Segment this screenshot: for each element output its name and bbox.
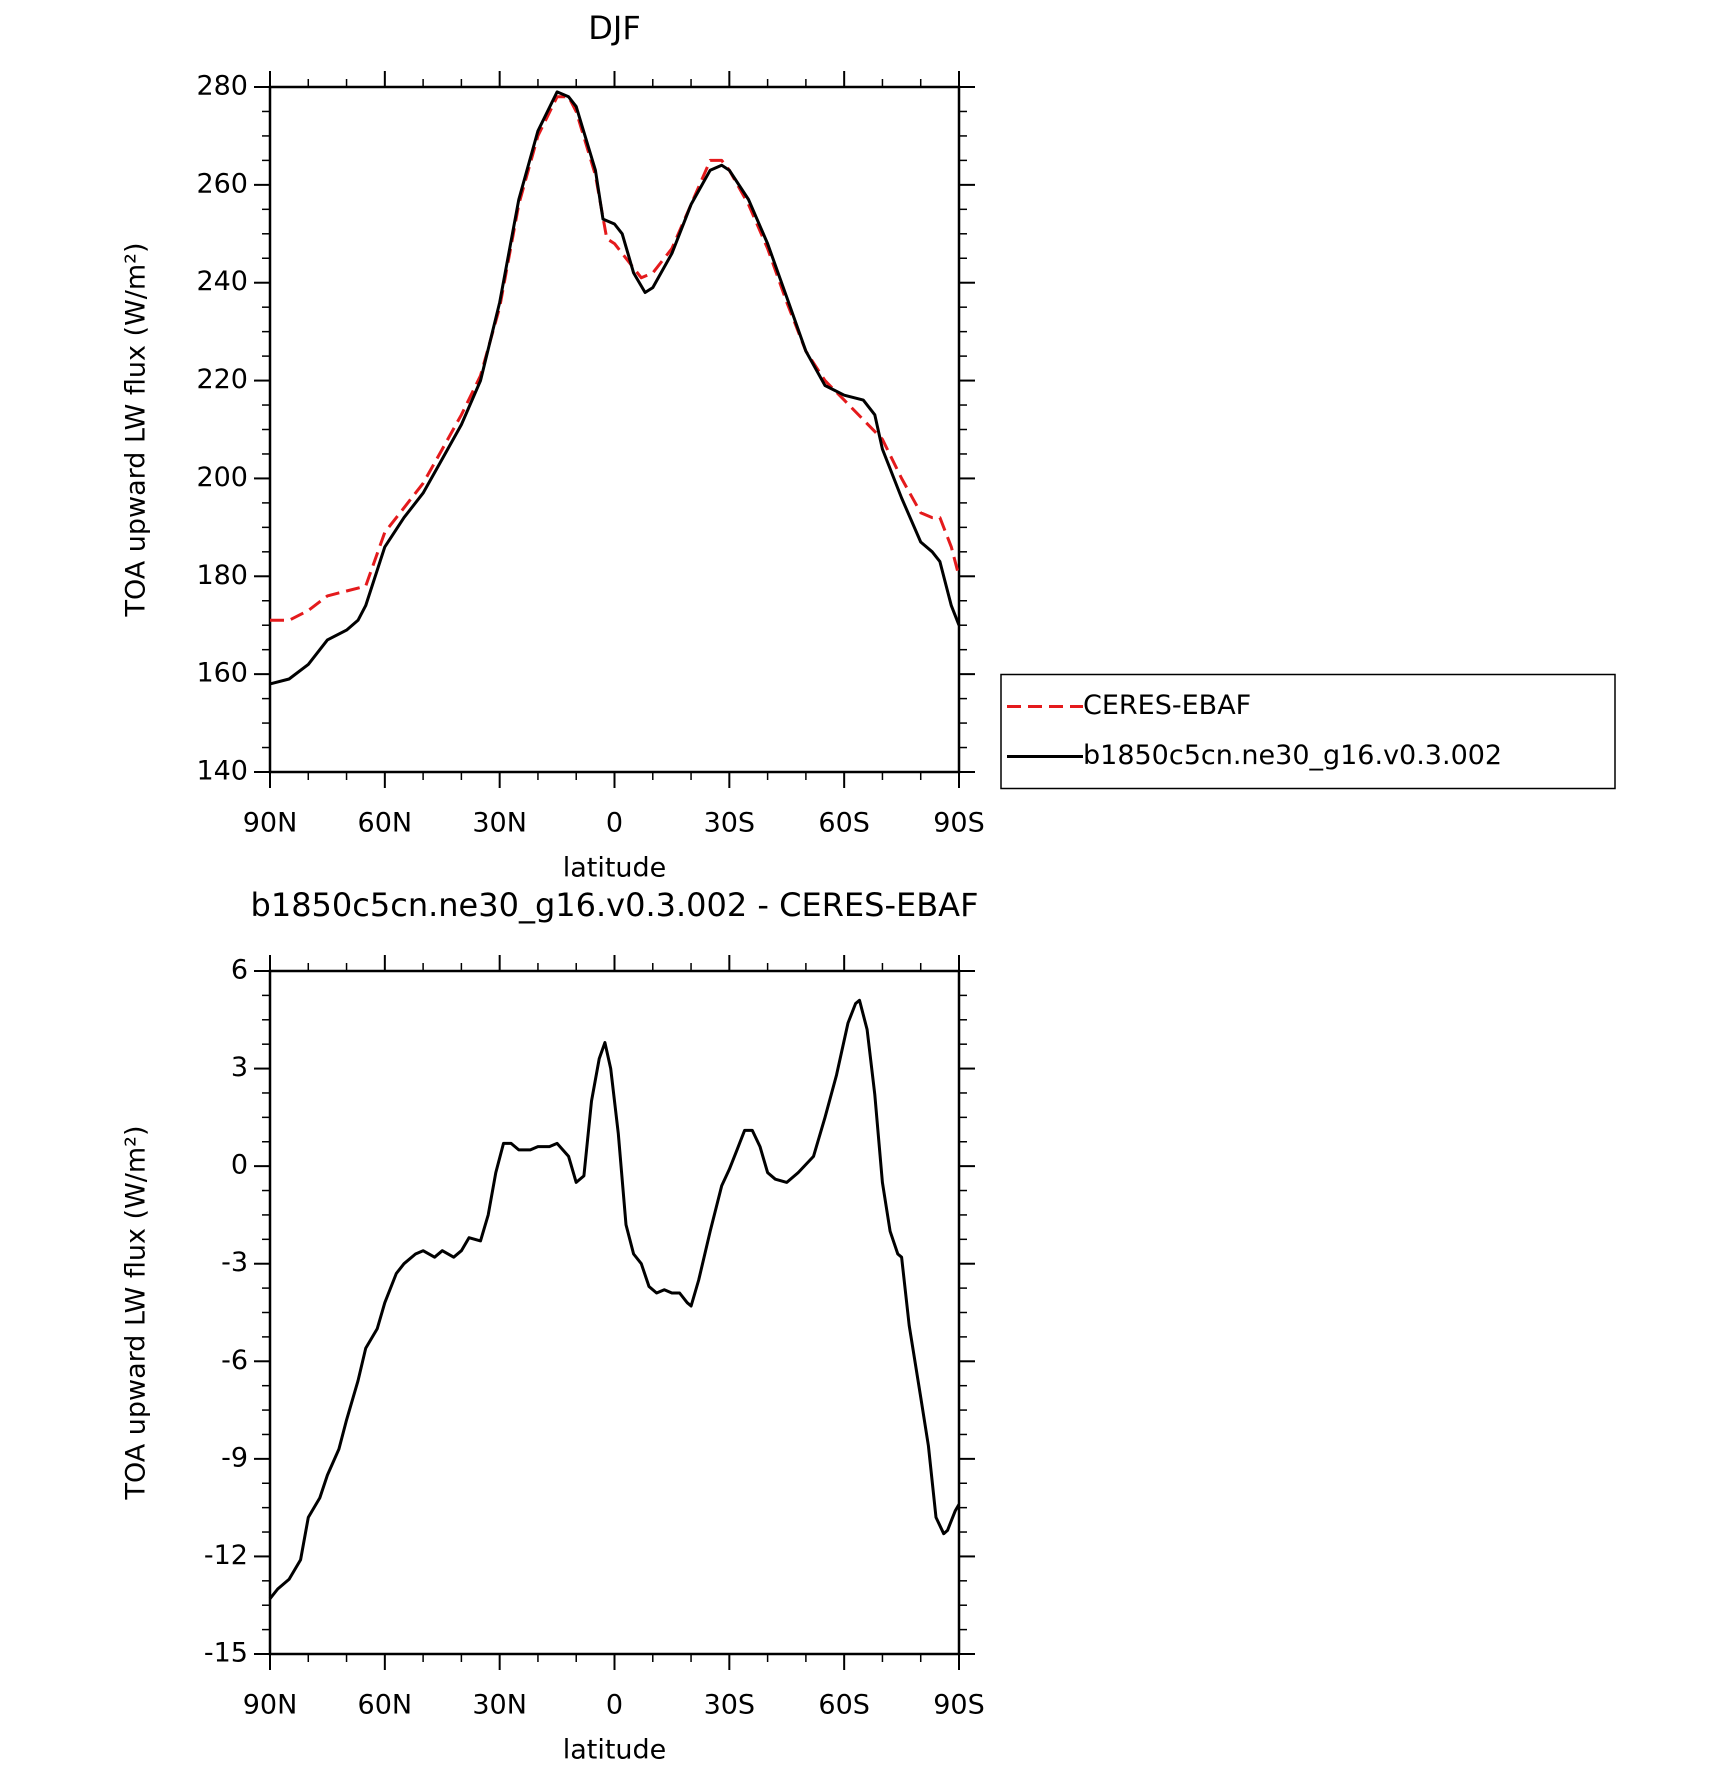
series-line <box>269 90 961 686</box>
y-tick-label: 200 <box>196 462 248 493</box>
y-tick-label: -9 <box>221 1442 248 1473</box>
y-tick-label: 140 <box>196 756 248 787</box>
x-tick-label: 0 <box>606 1690 623 1721</box>
y-tick-label: 240 <box>196 266 248 297</box>
y-tick-label: 180 <box>196 560 248 591</box>
chart-title: DJF <box>588 9 640 47</box>
y-tick-label: 160 <box>196 658 248 689</box>
legend-box <box>1000 673 1616 790</box>
plot-frame <box>268 969 961 1656</box>
x-tick-label: 0 <box>606 808 623 839</box>
y-tick-label: 280 <box>196 71 248 102</box>
y-tick-label: 0 <box>231 1150 248 1181</box>
plot-frame <box>268 85 961 774</box>
series-line <box>270 95 961 622</box>
x-tick-label: 90N <box>243 1690 298 1721</box>
y-tick-label: 260 <box>196 168 248 199</box>
legend-label: b1850c5cn.ne30_g16.v0.3.002 <box>1083 740 1502 771</box>
x-tick-label: 90S <box>933 1690 985 1721</box>
legend-label: CERES-EBAF <box>1083 690 1251 721</box>
x-tick-label: 30N <box>472 1690 527 1721</box>
x-tick-label: 30S <box>704 808 756 839</box>
x-tick-label: 90S <box>933 808 985 839</box>
x-tick-label: 30N <box>472 808 527 839</box>
y-axis-label: TOA upward LW flux (W/m²) <box>121 242 152 617</box>
x-tick-label: 60S <box>818 1690 870 1721</box>
x-axis-label: latitude <box>563 1735 667 1766</box>
y-axis-label: TOA upward LW flux (W/m²) <box>121 1125 152 1500</box>
x-tick-label: 60N <box>358 1690 413 1721</box>
x-tick-label: 60S <box>818 808 870 839</box>
y-tick-label: -15 <box>204 1638 248 1669</box>
x-tick-label: 30S <box>704 1690 756 1721</box>
series-line <box>268 998 961 1600</box>
y-tick-label: -12 <box>204 1540 248 1571</box>
y-tick-label: -6 <box>221 1345 248 1376</box>
y-tick-label: 220 <box>196 364 248 395</box>
y-tick-label: 3 <box>231 1052 248 1083</box>
x-tick-label: 60N <box>358 808 413 839</box>
chart-title: b1850c5cn.ne30_g16.v0.3.002 - CERES-EBAF <box>251 886 979 924</box>
y-tick-label: -3 <box>221 1247 248 1278</box>
y-tick-label: 6 <box>231 955 248 986</box>
x-tick-label: 90N <box>243 808 298 839</box>
x-axis-label: latitude <box>563 853 667 884</box>
